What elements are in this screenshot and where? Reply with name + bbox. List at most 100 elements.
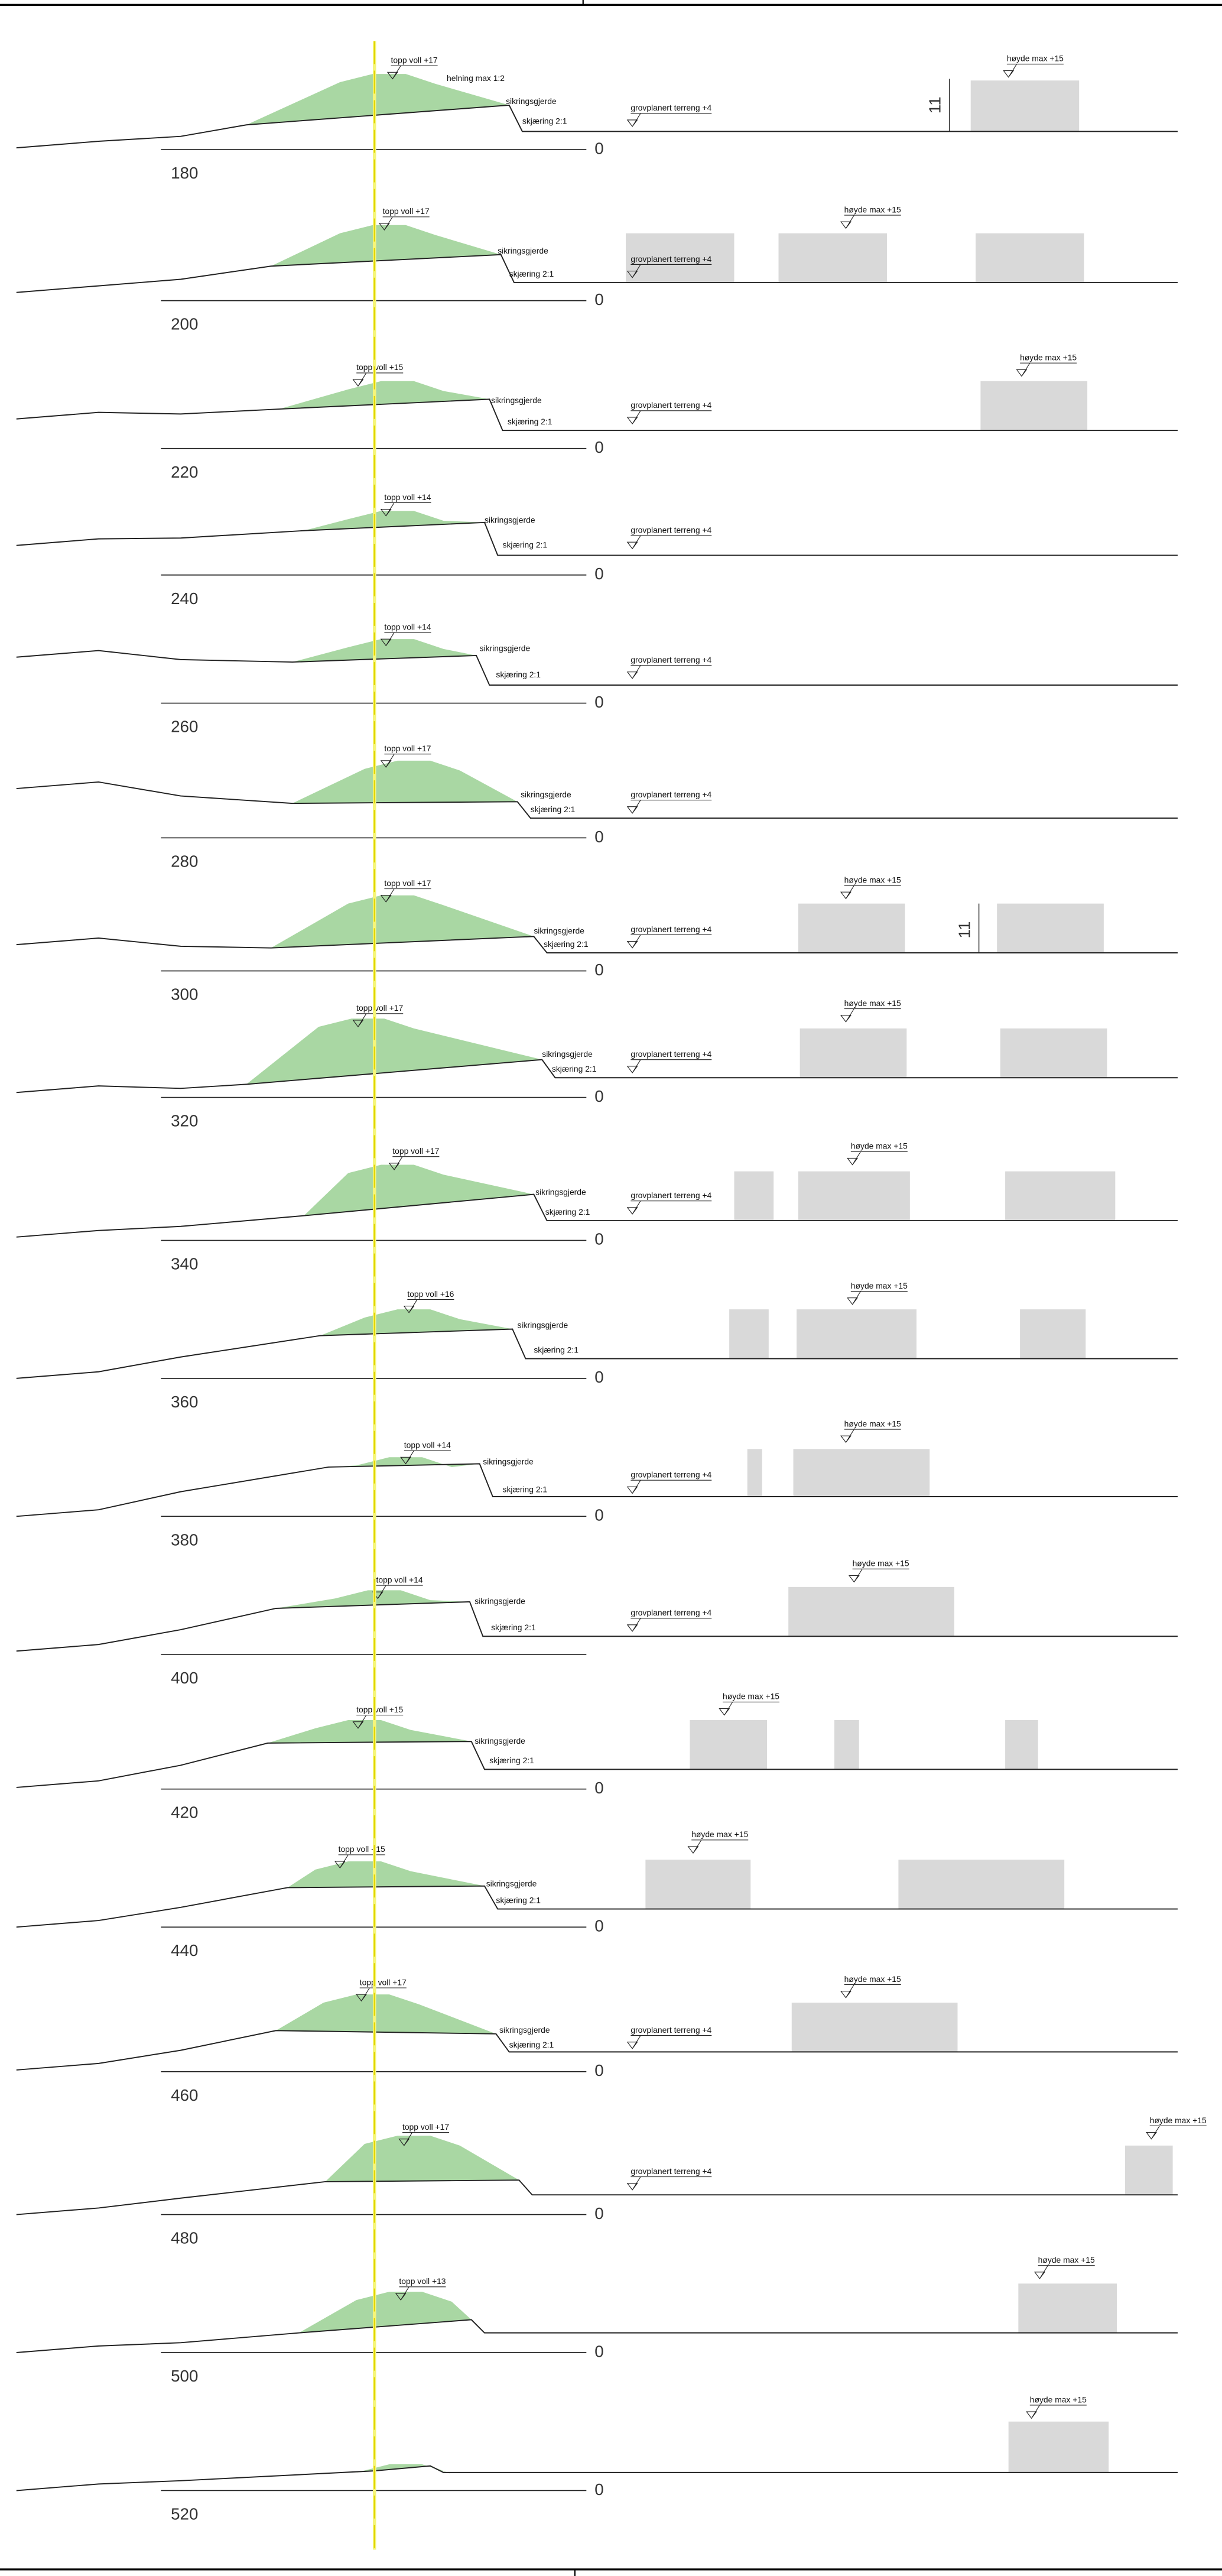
annotation: sikringsgjerde [498, 246, 548, 255]
embankment [279, 381, 490, 410]
building [1005, 1720, 1038, 1770]
section: 0 500 topp voll +13 høyde max +15 [16, 2255, 1178, 2385]
level-marker [352, 1013, 367, 1028]
annotation: topp voll +14 [404, 1440, 451, 1449]
section: 0 300 topp voll +17 sikringsgjerde skjæring … [16, 875, 1178, 1004]
annotation: høyde max +15 [1020, 353, 1077, 362]
level-marker [847, 1151, 861, 1166]
level-marker [840, 885, 854, 900]
station-label: 500 [171, 2367, 198, 2385]
annotation: topp voll +17 [384, 878, 431, 888]
building [791, 2003, 958, 2052]
embankment [275, 1590, 470, 1608]
station-label: 280 [171, 852, 198, 870]
annotation: topp voll +17 [402, 2122, 449, 2131]
annotation: topp voll +15 [356, 1705, 403, 1714]
annotation: topp voll +14 [384, 492, 431, 502]
annotation: sikringsgjerde [474, 1736, 525, 1746]
level-marker [626, 935, 641, 949]
annotation: høyde max +15 [851, 1281, 908, 1290]
section: 0 180 topp voll +17 helning max 1:2 sikrings… [16, 54, 1178, 182]
level-marker [840, 1984, 854, 1998]
annotation: høyde max +15 [1007, 54, 1064, 63]
section: 0 340 topp voll +17 sikringsgjerde skjæring … [16, 1141, 1178, 1273]
annotation: sikringsgjerde [506, 96, 557, 106]
level-marker [1016, 362, 1031, 377]
annotation: helning max 1:2 [447, 73, 505, 83]
building [800, 1028, 907, 1078]
annotation: skjæring 2:1 [552, 1064, 597, 1073]
building [793, 1449, 930, 1497]
section: 0 480 topp voll +17 grovplanert terreng +4 h… [16, 2116, 1207, 2247]
annotation: grovplanert terreng +4 [630, 2166, 711, 2176]
datum-label: 0 [594, 438, 603, 456]
terrain [16, 781, 1178, 819]
level-marker [626, 1059, 641, 1073]
building [645, 1860, 751, 1909]
annotation: høyde max +15 [844, 205, 901, 214]
annotation: skjæring 2:1 [508, 417, 552, 426]
terrain [16, 650, 1178, 686]
level-marker [719, 1702, 733, 1716]
terrain [16, 1193, 1178, 1238]
dimension-label: 11 [956, 922, 974, 939]
terrain [16, 1885, 1178, 1928]
section: 0 320 topp voll +17 sikringsgjerde skjæring … [16, 998, 1178, 1130]
station-label: 200 [171, 315, 198, 333]
station-label: 360 [171, 1393, 198, 1411]
annotation: topp voll +17 [360, 1977, 407, 1987]
level-marker [386, 65, 401, 80]
level-marker [840, 1008, 854, 1023]
annotation: høyde max +15 [851, 1141, 908, 1151]
station-label: 520 [171, 2505, 198, 2523]
annotation: grovplanert terreng +4 [630, 655, 711, 664]
annotation: grovplanert terreng +4 [630, 1049, 711, 1059]
level-marker [626, 1618, 641, 1632]
datum-label: 0 [594, 693, 603, 711]
level-marker [626, 665, 641, 679]
annotation: høyde max +15 [853, 1559, 909, 1568]
building [1005, 1171, 1116, 1221]
section: 0 360 topp voll +16 sikringsgjerde skjæring … [16, 1281, 1178, 1411]
embankment [275, 1994, 496, 2034]
datum-label: 0 [594, 2480, 603, 2499]
datum-label: 0 [594, 2061, 603, 2079]
embankment [304, 511, 485, 531]
section: 0 260 topp voll +14 sikringsgjerde skjæring … [16, 622, 1178, 736]
terrain [16, 104, 1178, 149]
datum-label: 0 [594, 1087, 603, 1105]
building [980, 381, 1088, 431]
annotation: skjæring 2:1 [489, 1756, 534, 1765]
embankment [320, 1309, 513, 1336]
embankment [304, 1164, 534, 1216]
annotation: høyde max +15 [691, 1829, 748, 1839]
station-label: 240 [171, 589, 198, 608]
station-label: 260 [171, 718, 198, 736]
building [747, 1449, 762, 1497]
annotation: skjæring 2:1 [531, 804, 576, 814]
annotation: topp voll +14 [384, 622, 431, 631]
level-marker [1026, 2405, 1040, 2419]
level-marker [403, 1299, 418, 1313]
annotation: høyde max +15 [844, 1419, 901, 1428]
level-marker [400, 1450, 414, 1465]
building [898, 1860, 1065, 1909]
station-label: 320 [171, 1112, 198, 1130]
annotation: topp voll +15 [356, 362, 403, 372]
annotation: topp voll +15 [339, 1844, 385, 1854]
section: 0 200 topp voll +17 sikringsgjerde skjæring … [16, 205, 1178, 333]
annotation: sikringsgjerde [480, 644, 531, 653]
level-marker [847, 1291, 861, 1305]
level-marker [388, 1156, 403, 1170]
annotation: sikringsgjerde [485, 515, 535, 525]
annotation: topp voll +17 [356, 1003, 403, 1013]
annotation: topp voll +14 [376, 1575, 423, 1584]
annotation: høyde max +15 [844, 998, 901, 1008]
building [788, 1587, 954, 1637]
station-label: 300 [171, 985, 198, 1004]
embankment [271, 895, 534, 948]
level-marker [352, 1715, 367, 1729]
embankment [356, 2464, 452, 2474]
